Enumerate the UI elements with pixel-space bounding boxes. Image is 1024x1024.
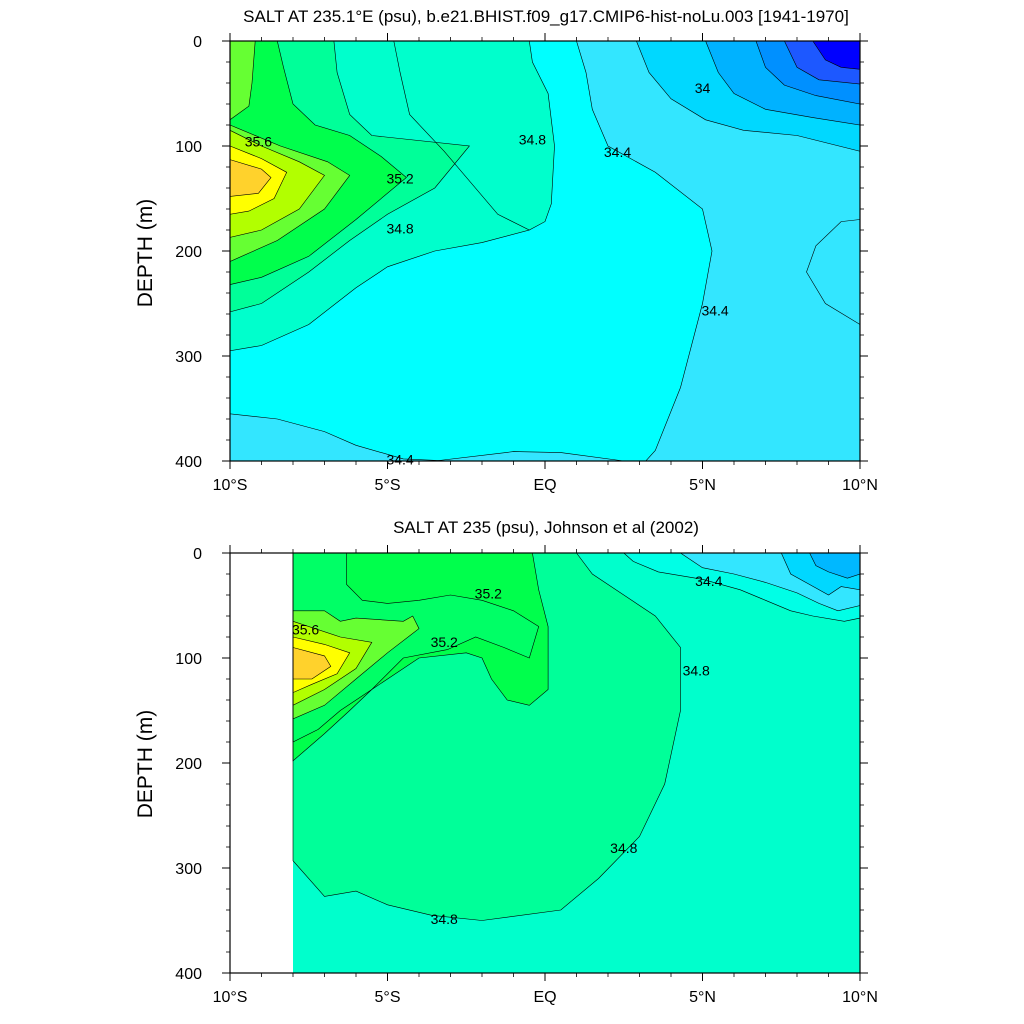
contour-band-35-4 xyxy=(230,41,256,120)
contour-line xyxy=(292,552,681,921)
x-tick-label: 5°S xyxy=(375,989,401,1006)
panel-model-salinity: SALT AT 235.1°E (psu), b.e21.BHIST.f09_g… xyxy=(134,7,878,494)
chart-title: SALT AT 235 (psu), Johnson et al (2002) xyxy=(393,518,699,537)
x-tick-label: 10°N xyxy=(842,989,878,1006)
contour-label: 35.6 xyxy=(292,621,319,637)
contour-line-layer xyxy=(292,552,861,921)
axes: 10°S 5°S EQ 5°N 10°N 0 100 200 300 400 xyxy=(175,545,878,1006)
contour-label: 34.4 xyxy=(695,573,722,589)
contour-label: 34.4 xyxy=(386,452,413,468)
contour-line xyxy=(292,552,540,743)
axes: 10°S 5°S EQ 5°N 10°N 0 100 200 300 400 xyxy=(175,33,878,494)
contour-band-34-2 xyxy=(434,451,624,461)
contour-label: 35.2 xyxy=(431,634,458,650)
contour-label: 34.4 xyxy=(701,303,728,319)
contour-line xyxy=(229,129,325,238)
contour-label: 34.4 xyxy=(604,144,631,160)
contour-line xyxy=(229,40,713,462)
contour-label: 34.8 xyxy=(519,132,546,148)
chart-title: SALT AT 235.1°E (psu), b.e21.BHIST.f09_g… xyxy=(243,7,849,26)
contour-line xyxy=(292,552,549,762)
panel-observed-salinity: SALT AT 235 (psu), Johnson et al (2002) … xyxy=(134,518,878,1006)
contour-label: 35.2 xyxy=(475,586,502,602)
y-tick-label: 0 xyxy=(193,546,202,563)
x-tick-label: EQ xyxy=(533,477,556,494)
contour-label: 35.6 xyxy=(245,134,272,150)
contour-label: 34.8 xyxy=(431,911,458,927)
contour-band-33-4 xyxy=(812,41,860,70)
contour-band-33-8 xyxy=(809,553,860,579)
y-tick-label: 200 xyxy=(175,756,202,773)
contour-label-layer: 35.6 35.2 35.2 34.4 34.8 34.8 34.8 xyxy=(292,573,723,927)
contour-line xyxy=(292,620,373,706)
x-tick-label: 10°S xyxy=(213,989,248,1006)
contour-band-34-2 xyxy=(806,219,860,325)
contour-label: 34.8 xyxy=(386,221,413,237)
contour-band-36 xyxy=(293,647,331,679)
y-axis-label: DEPTH (m) xyxy=(134,710,157,819)
contour-label-layer: 35.6 35.2 34.8 34.8 34.4 34 34.4 34.4 xyxy=(245,80,729,468)
contour-line xyxy=(292,647,332,680)
contour-label: 35.2 xyxy=(386,170,413,186)
y-tick-label: 0 xyxy=(193,34,202,51)
contour-fill-layer xyxy=(230,41,860,461)
x-tick-label: EQ xyxy=(533,989,556,1006)
y-tick-label: 400 xyxy=(175,454,202,471)
contour-band-34-2 xyxy=(230,413,451,461)
y-tick-label: 300 xyxy=(175,349,202,366)
y-tick-label: 400 xyxy=(175,966,202,983)
x-tick-label: 10°S xyxy=(213,477,248,494)
contour-line xyxy=(292,610,420,720)
contour-label: 34.8 xyxy=(683,662,710,678)
contour-label: 34.8 xyxy=(610,840,637,856)
y-tick-label: 300 xyxy=(175,861,202,878)
contour-line xyxy=(229,124,351,262)
y-tick-label: 200 xyxy=(175,244,202,261)
x-tick-label: 5°N xyxy=(689,477,716,494)
y-tick-label: 100 xyxy=(175,139,202,156)
contour-fill-layer xyxy=(293,553,860,973)
contour-label: 34 xyxy=(695,80,711,96)
contour-band-35-2 xyxy=(293,553,539,742)
x-tick-label: 5°N xyxy=(689,989,716,1006)
contour-line xyxy=(292,636,351,694)
x-tick-label: 10°N xyxy=(842,477,878,494)
contour-line xyxy=(229,40,470,313)
contour-line xyxy=(229,40,407,285)
y-axis-label: DEPTH (m) xyxy=(134,199,157,308)
contour-band-36 xyxy=(230,159,271,197)
x-tick-label: 5°S xyxy=(375,477,401,494)
y-tick-label: 100 xyxy=(175,651,202,668)
